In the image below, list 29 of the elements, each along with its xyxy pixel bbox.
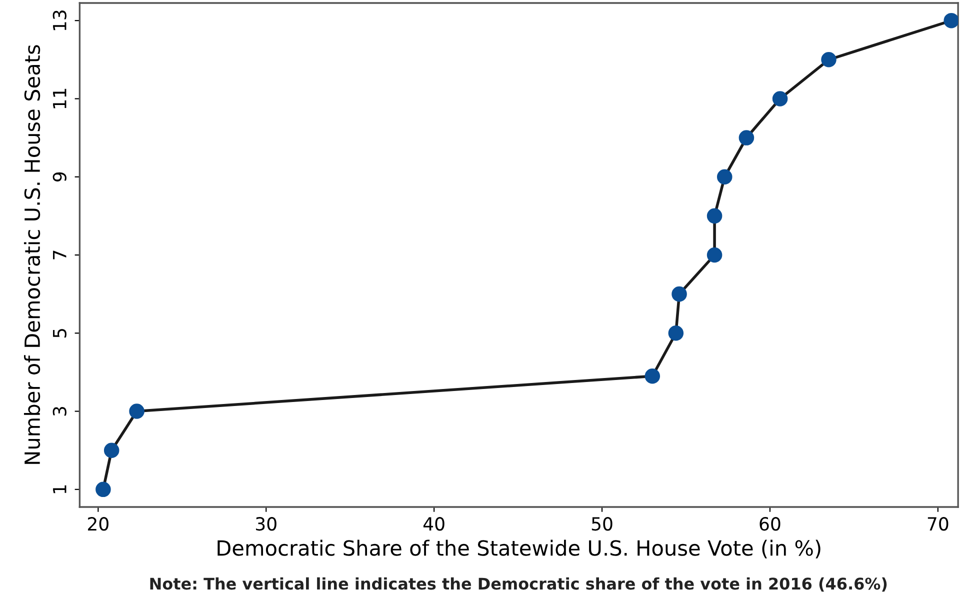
- x-tick-label: 60: [760, 517, 780, 531]
- point: [706, 208, 722, 224]
- x-tick-label: 20: [88, 517, 108, 531]
- y-axis-title: Number of Democratic U.S. House Seats: [24, 45, 40, 464]
- point: [644, 368, 660, 384]
- point: [821, 52, 836, 68]
- x-tick-label: 70: [928, 517, 948, 531]
- x-tick-label: 40: [423, 517, 444, 531]
- text: Note: The vertical line indicates the Democratic share of the vote in 2016 (46.6%): [150, 577, 887, 592]
- point: [96, 482, 111, 498]
- point: [706, 247, 722, 263]
- point: [668, 326, 684, 341]
- y-tick-label: 11: [53, 88, 66, 108]
- y-tick-label: 5: [53, 328, 66, 338]
- point: [738, 130, 754, 146]
- point: [716, 169, 732, 184]
- y-tick-label: 7: [53, 250, 66, 260]
- point: [104, 442, 120, 458]
- x-axis-title: Democratic Share of the Statewide U.S. House Vote (in %): [218, 540, 820, 558]
- x-tick-label: 30: [256, 517, 276, 531]
- x-tick-label: 50: [592, 517, 612, 531]
- y-tick-label: 1: [53, 485, 66, 494]
- point: [944, 12, 958, 28]
- point: [129, 404, 144, 419]
- y-tick-label: 9: [52, 172, 66, 182]
- point: [672, 286, 687, 302]
- point: [772, 91, 788, 106]
- y-tick-label: 3: [52, 406, 66, 416]
- y-tick-label: 13: [52, 10, 66, 30]
